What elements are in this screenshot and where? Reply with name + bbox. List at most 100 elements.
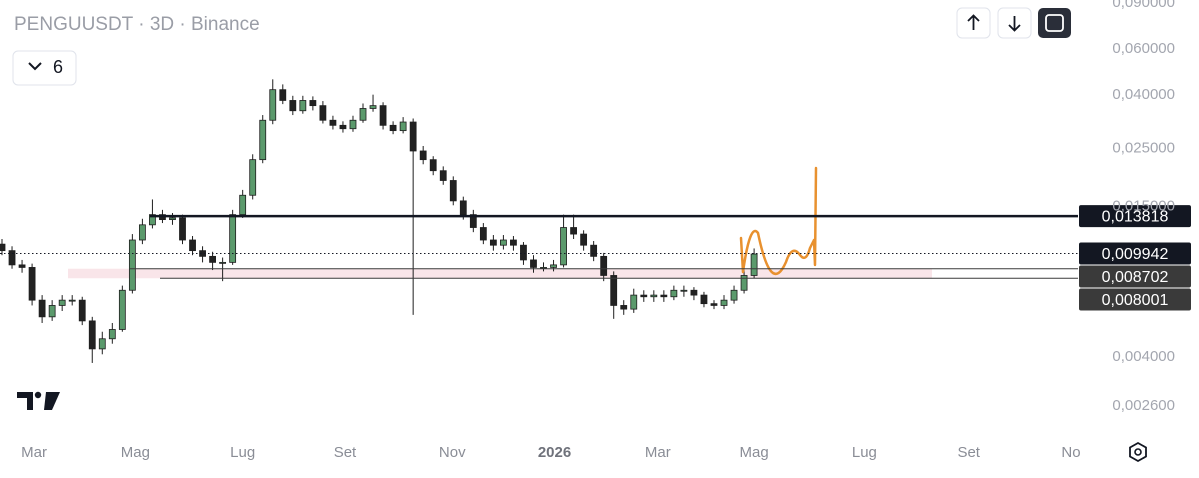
candle-body bbox=[710, 303, 718, 306]
candle-body bbox=[179, 217, 186, 241]
candle-body bbox=[68, 299, 76, 302]
fullscreen-button[interactable] bbox=[1038, 8, 1071, 38]
logo-part bbox=[34, 391, 42, 399]
candle-body bbox=[389, 124, 397, 132]
candle-body bbox=[249, 159, 257, 196]
x-tick-label: Mar bbox=[645, 444, 671, 461]
candle-body bbox=[239, 194, 247, 216]
candle-body bbox=[189, 239, 196, 252]
gear-icon[interactable] bbox=[1129, 441, 1147, 463]
candle-body bbox=[720, 299, 728, 306]
price-label-box bbox=[1079, 288, 1191, 311]
fullscreen-icon bbox=[1045, 14, 1064, 32]
candle-body bbox=[108, 329, 116, 340]
candle-body bbox=[489, 239, 497, 246]
candle-body bbox=[560, 227, 567, 266]
candle-body bbox=[169, 217, 176, 221]
candle-body bbox=[439, 170, 447, 181]
x-tick-label: Lug bbox=[230, 444, 255, 461]
candle-body bbox=[680, 289, 688, 292]
candle-body bbox=[419, 150, 427, 161]
drawing bbox=[739, 166, 818, 275]
y-tick-label: 0,040000 bbox=[1112, 86, 1175, 103]
scroll-up-button[interactable] bbox=[956, 7, 991, 39]
candle-body bbox=[18, 264, 26, 268]
candle-body bbox=[640, 294, 648, 298]
candle-body bbox=[409, 121, 417, 152]
tradingview-logo bbox=[17, 391, 60, 410]
candle-body bbox=[379, 105, 387, 126]
y-tick-label: 0,002600 bbox=[1112, 397, 1175, 414]
candle-body bbox=[610, 275, 618, 306]
candle-body bbox=[730, 289, 738, 301]
arrow-up-icon bbox=[967, 14, 980, 30]
candle-body bbox=[309, 100, 317, 107]
button-frame[interactable] bbox=[1038, 8, 1071, 38]
candle-body bbox=[209, 255, 216, 263]
x-tick-label: Lug bbox=[852, 444, 877, 461]
x-tick-label: Set bbox=[957, 444, 980, 461]
candle-body bbox=[259, 119, 267, 161]
candle-body bbox=[750, 253, 758, 276]
toggle-count: 6 bbox=[53, 57, 63, 77]
candle-body bbox=[339, 124, 347, 130]
candle-body bbox=[660, 294, 668, 298]
candle-body bbox=[550, 264, 557, 268]
candle-body bbox=[349, 119, 357, 130]
candle-body bbox=[650, 294, 658, 298]
logo-part bbox=[44, 392, 60, 410]
candle-body bbox=[58, 299, 66, 306]
candle-body bbox=[289, 100, 297, 112]
price-label: 0,013818 bbox=[1102, 208, 1169, 225]
candle-body bbox=[590, 244, 598, 257]
price-label: 0,008702 bbox=[1102, 269, 1169, 286]
candle-body bbox=[690, 289, 698, 296]
scroll-down-button[interactable] bbox=[997, 7, 1032, 39]
candle-body bbox=[0, 243, 6, 252]
y-tick-label: 0,025000 bbox=[1112, 140, 1175, 157]
candle-body bbox=[570, 227, 577, 235]
candle-body bbox=[98, 338, 106, 350]
candle-body bbox=[520, 244, 527, 261]
candle-body bbox=[199, 250, 206, 257]
candles bbox=[0, 79, 758, 363]
candle-body bbox=[399, 121, 407, 132]
toggle-button[interactable] bbox=[12, 50, 77, 86]
chevron-icon bbox=[28, 62, 42, 71]
candle-body bbox=[329, 119, 337, 126]
candle-body bbox=[600, 255, 608, 276]
x-tick-label: No bbox=[1061, 444, 1080, 461]
candle-body bbox=[620, 305, 628, 310]
x-tick-label: Set bbox=[334, 444, 357, 461]
price-label: 0,008001 bbox=[1102, 292, 1169, 309]
chart-title: PENGUUSDT · 3D · Binance bbox=[14, 14, 260, 35]
candle-body bbox=[530, 259, 537, 268]
price-label-box bbox=[1079, 205, 1191, 228]
candle-body bbox=[279, 89, 287, 101]
candle-body bbox=[359, 108, 367, 121]
candle-body bbox=[319, 105, 327, 121]
candle-body bbox=[48, 305, 56, 318]
candle-body bbox=[500, 239, 507, 246]
zone-band bbox=[68, 268, 932, 279]
candle-body bbox=[28, 267, 36, 301]
candle-body bbox=[88, 320, 96, 350]
candle-body bbox=[269, 89, 277, 121]
candle-body bbox=[429, 159, 437, 172]
support-zone bbox=[68, 268, 932, 279]
indicators-toggle[interactable]: 6 bbox=[12, 50, 77, 86]
y-tick-label: 0,090000 bbox=[1112, 0, 1175, 11]
axes: 0,090000 0,060000 0,040000 0,025000 0,015000… bbox=[21, 0, 1175, 461]
arrow-down-icon bbox=[1008, 16, 1021, 32]
candle-body bbox=[740, 275, 748, 291]
candle-body bbox=[449, 180, 457, 202]
candle-body bbox=[369, 105, 377, 109]
candle-body bbox=[479, 227, 487, 241]
candle-body bbox=[149, 214, 156, 226]
candle-body bbox=[630, 294, 638, 310]
price-label-box bbox=[1079, 265, 1191, 288]
settings-button[interactable] bbox=[1129, 441, 1147, 463]
candle-body bbox=[700, 294, 708, 305]
